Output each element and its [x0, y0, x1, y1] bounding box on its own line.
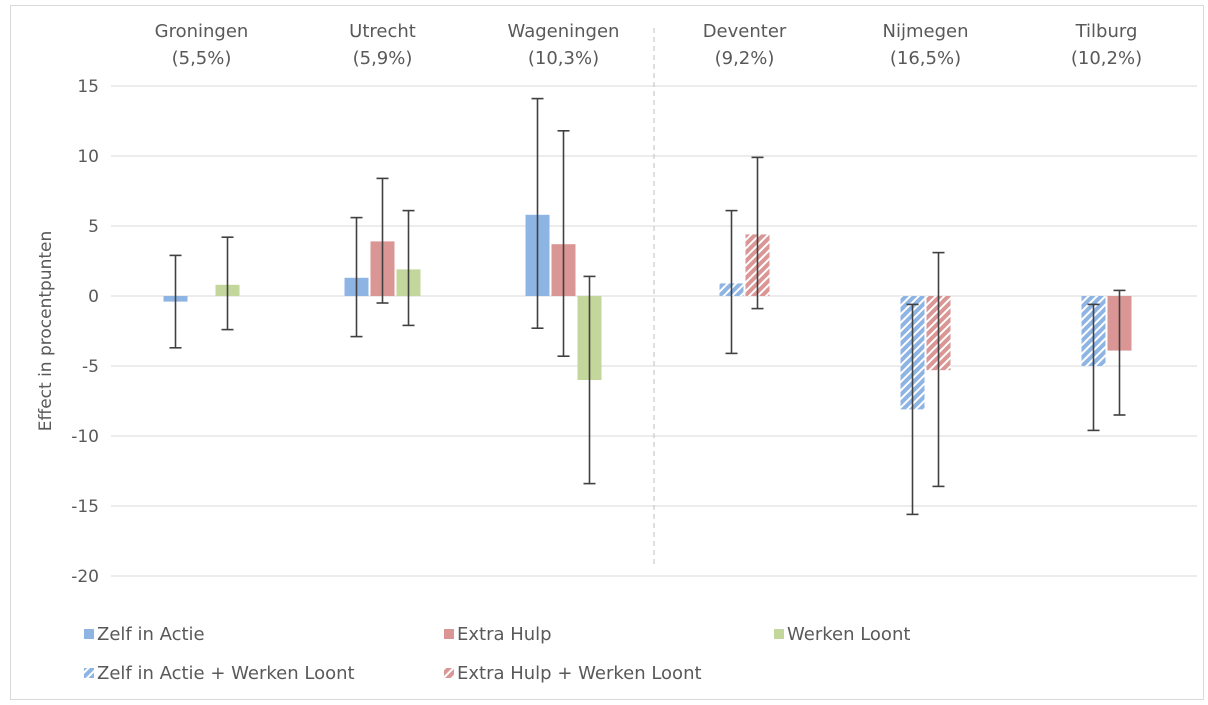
category-sublabel: (16,5%) [890, 48, 961, 69]
error-bar-werken-loont-wageningen [583, 275, 596, 485]
category-sublabel: (10,2%) [1071, 48, 1142, 69]
y-axis-ticks: 15 10 5 0 -5 -10 -15 -20 [71, 77, 99, 587]
bar-chart: 15 10 5 0 -5 -10 -15 -20 Effect in procentpunte… [36, 21, 1197, 684]
legend-swatch [84, 668, 94, 678]
category-sublabel: (10,3%) [528, 48, 599, 69]
legend-label: Zelf in Actie [97, 624, 205, 645]
legend-item-extra-hulp-werken-loont: Extra Hulp + Werken Loont [444, 663, 702, 684]
chart-frame: 15 10 5 0 -5 -10 -15 -20 Effect in procentpunte… [10, 5, 1204, 700]
legend-label: Extra Hulp [457, 624, 552, 645]
category-label: Wageningen [508, 21, 620, 42]
error-bar-zelf-in-actie-werken-loont-deventer [725, 209, 738, 355]
category-sublabel: (9,2%) [715, 48, 775, 69]
error-bar-extra-hulp-werken-loont-nijmegen [932, 251, 945, 488]
error-bar-extra-hulp-wageningen [557, 130, 570, 358]
error-bar-extra-hulp-tilburg [1113, 289, 1126, 416]
legend-swatch [444, 668, 454, 678]
legend-label: Werken Loont [787, 624, 910, 645]
error-bar-zelf-in-actie-groningen [169, 254, 182, 349]
legend-item-extra-hulp: Extra Hulp [444, 624, 552, 645]
y-tick-label: 10 [77, 147, 99, 167]
y-tick-label: -10 [71, 427, 99, 447]
category-label: Nijmegen [883, 21, 969, 42]
legend-swatch [774, 629, 784, 639]
legend-swatch [444, 629, 454, 639]
category-label: Groningen [155, 21, 249, 42]
y-axis-label: Effect in procentpunten [36, 231, 56, 432]
category-labels: Groningen (5,5%) Utrecht (5,9%) Wageningen (1… [155, 21, 1142, 69]
bars [163, 214, 1132, 410]
legend-label: Extra Hulp + Werken Loont [457, 663, 702, 684]
y-tick-label: 5 [88, 217, 99, 237]
error-bar-werken-loont-utrecht [402, 209, 415, 327]
legend-item-werken-loont: Werken Loont [774, 624, 910, 645]
error-bar-zelf-in-actie-wageningen [531, 97, 544, 330]
legend: Zelf in Actie Extra Hulp Werken Loont Zelf … [84, 624, 910, 684]
error-bars [169, 97, 1126, 516]
legend-swatch [84, 629, 94, 639]
category-sublabel: (5,9%) [353, 48, 413, 69]
legend-item-zelf-in-actie-werken-loont: Zelf in Actie + Werken Loont [84, 663, 355, 684]
error-bar-extra-hulp-utrecht [376, 177, 389, 304]
error-bar-zelf-in-actie-utrecht [350, 216, 363, 338]
y-tick-label: -5 [82, 357, 99, 377]
error-bar-werken-loont-groningen [221, 236, 234, 331]
y-tick-label: 0 [88, 287, 99, 307]
gridlines [111, 28, 1197, 577]
category-sublabel: (5,5%) [172, 48, 232, 69]
category-label: Utrecht [349, 21, 416, 42]
error-bar-zelf-in-actie-werken-loont-nijmegen [906, 303, 919, 516]
y-tick-label: -20 [71, 567, 99, 587]
error-bar-zelf-in-actie-werken-loont-tilburg [1087, 303, 1100, 432]
y-tick-label: -15 [71, 497, 99, 517]
category-label: Tilburg [1075, 21, 1138, 42]
legend-label: Zelf in Actie + Werken Loont [97, 663, 355, 684]
y-tick-label: 15 [77, 77, 99, 97]
category-label: Deventer [703, 21, 787, 42]
error-bar-extra-hulp-werken-loont-deventer [751, 156, 764, 310]
legend-item-zelf-in-actie: Zelf in Actie [84, 624, 205, 645]
